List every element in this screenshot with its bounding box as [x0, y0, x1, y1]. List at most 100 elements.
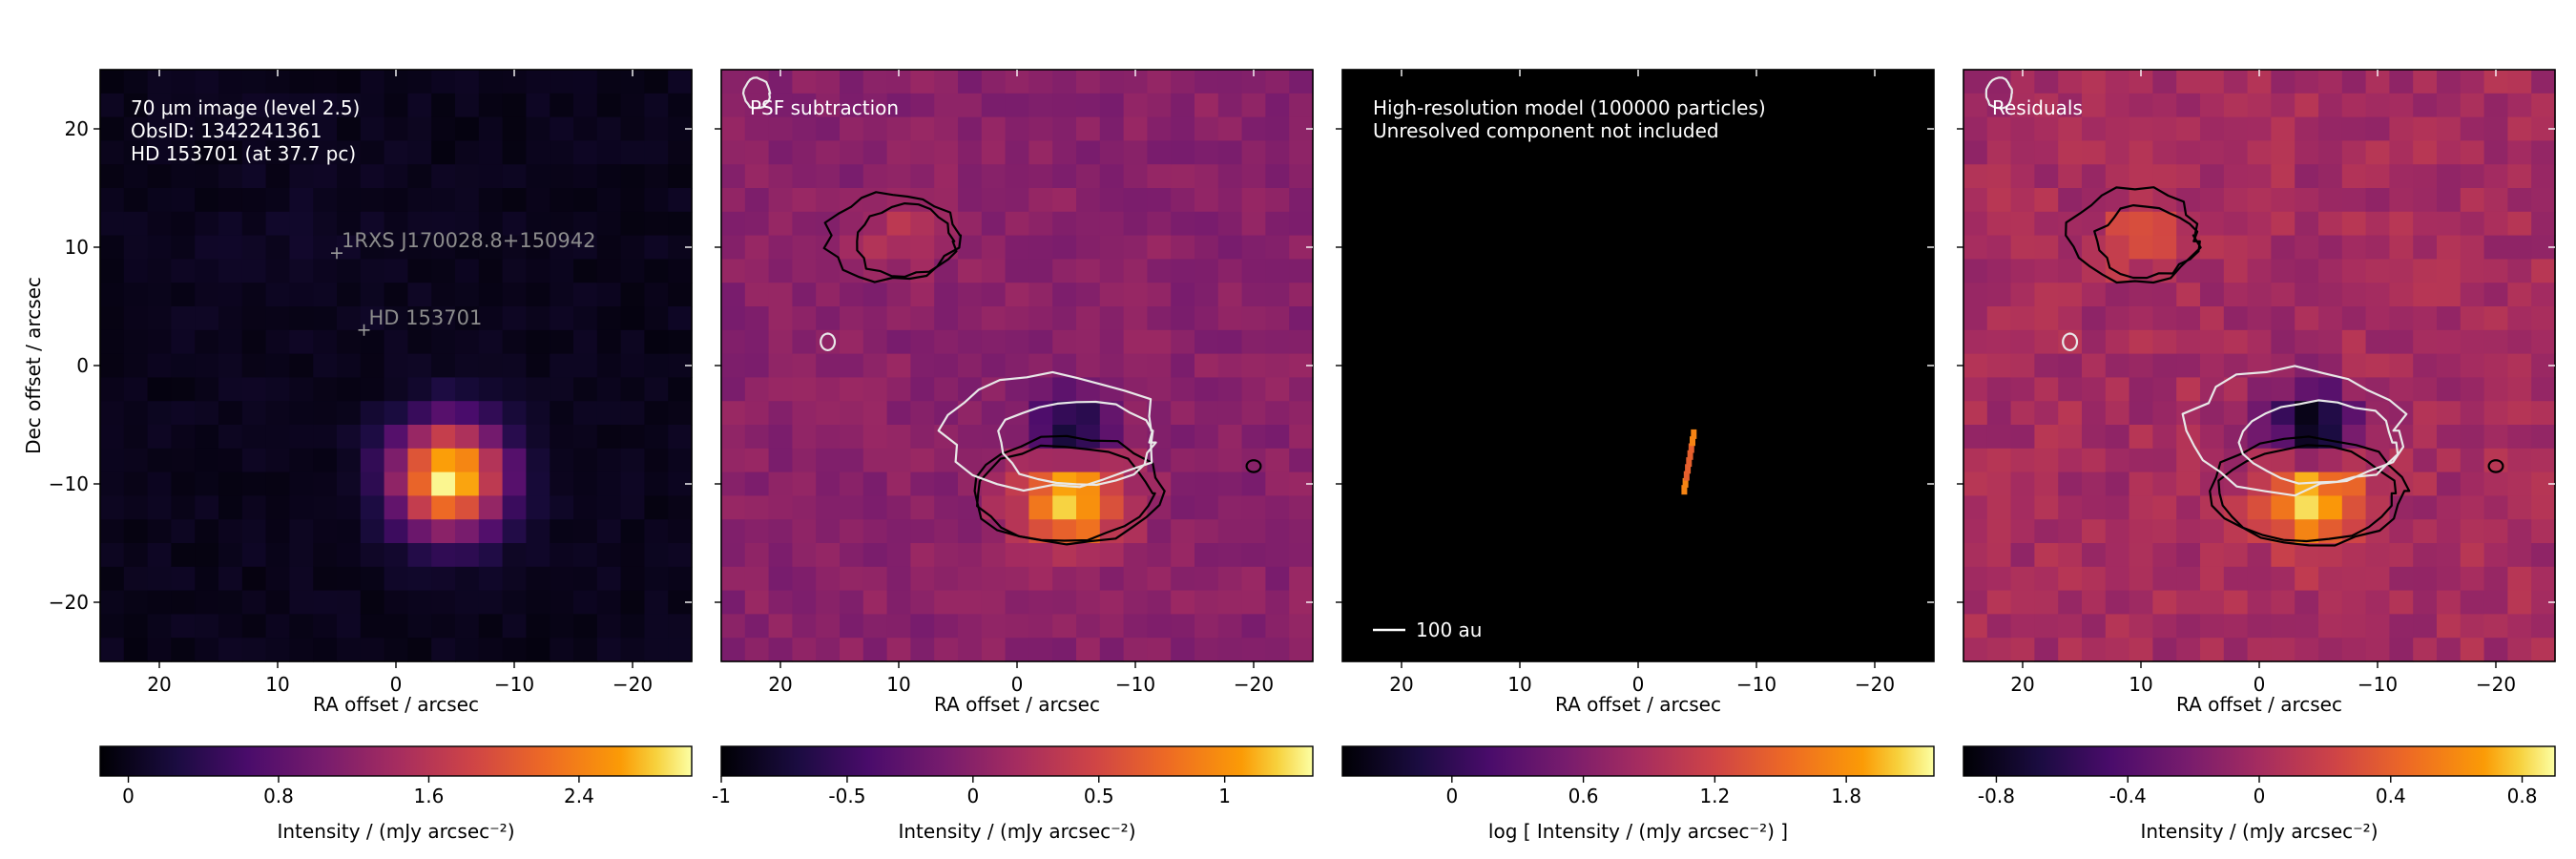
image-pixel — [1195, 425, 1219, 450]
image-pixel — [1963, 377, 1988, 402]
image-pixel — [1217, 188, 1243, 213]
image-pixel — [2413, 353, 2438, 378]
image-pixel — [337, 93, 362, 118]
image-pixel — [1076, 116, 1101, 141]
image-pixel — [1099, 235, 1125, 260]
image-pixel — [218, 401, 243, 426]
image-pixel — [550, 140, 574, 165]
image-pixel — [123, 116, 149, 141]
image-pixel — [2341, 211, 2367, 237]
image-pixel — [1963, 401, 1988, 426]
image-pixel — [265, 164, 290, 189]
image-pixel — [2413, 70, 2438, 94]
image-pixel — [668, 377, 693, 402]
image-pixel — [265, 425, 290, 450]
image-pixel — [195, 283, 219, 307]
image-pixel — [1963, 519, 1988, 544]
image-pixel — [2295, 93, 2319, 118]
image-pixel — [981, 164, 1007, 189]
contour-negative — [937, 370, 1154, 492]
image-pixel — [550, 425, 574, 450]
image-pixel — [2247, 93, 2272, 118]
image-pixel — [123, 590, 149, 615]
image-pixel — [289, 140, 314, 165]
image-pixel — [573, 116, 598, 141]
image-pixel — [1076, 353, 1101, 378]
image-pixel — [1076, 590, 1101, 615]
image-pixel — [2034, 377, 2059, 402]
image-pixel — [744, 235, 770, 260]
image-pixel — [2034, 140, 2059, 165]
image-pixel — [360, 401, 385, 426]
image-pixel — [384, 401, 408, 426]
image-pixel — [2437, 140, 2462, 165]
image-pixel — [668, 283, 693, 307]
image-pixel — [1986, 259, 2012, 283]
image-pixel — [2365, 638, 2390, 662]
image-pixel — [241, 259, 267, 283]
image-pixel — [2010, 93, 2035, 118]
image-pixel — [1265, 70, 1290, 94]
image-pixel — [2034, 471, 2059, 496]
image-pixel — [526, 93, 551, 118]
image-pixel — [1052, 448, 1077, 473]
image-pixel — [2531, 283, 2556, 307]
image-pixel — [2129, 425, 2153, 450]
y-tick-label: 20 — [65, 117, 89, 140]
image-pixel — [1099, 93, 1125, 118]
image-pixel — [958, 353, 983, 378]
image-pixel — [2082, 543, 2107, 568]
image-pixel — [455, 164, 480, 189]
image-pixel — [573, 638, 598, 662]
image-pixel — [100, 566, 125, 592]
image-pixel — [2058, 590, 2083, 615]
colorbar-tick-label: -0.8 — [1978, 785, 2015, 807]
image-pixel — [2034, 401, 2059, 426]
image-pixel — [2507, 188, 2532, 213]
image-pixel — [407, 543, 432, 568]
image-pixel — [1005, 566, 1029, 592]
image-pixel — [721, 495, 746, 520]
image-pixel — [596, 590, 622, 615]
image-pixel — [1147, 259, 1172, 283]
image-pixel — [100, 164, 125, 189]
image-pixel — [2034, 283, 2059, 307]
image-pixel — [360, 519, 385, 544]
image-pixel — [1241, 329, 1266, 355]
image-pixel — [1171, 235, 1195, 260]
image-pixel — [289, 283, 314, 307]
image-pixel — [1099, 353, 1125, 378]
image-pixel — [744, 519, 770, 544]
image-pixel — [195, 116, 219, 141]
image-pixel — [455, 425, 480, 450]
image-pixel — [123, 638, 149, 662]
image-pixel — [313, 70, 338, 94]
image-pixel — [2105, 471, 2130, 496]
image-pixel — [1028, 495, 1053, 520]
image-pixel — [1147, 590, 1172, 615]
image-pixel — [2105, 306, 2130, 331]
image-pixel — [573, 614, 598, 639]
image-pixel — [431, 140, 456, 165]
image-pixel — [1123, 235, 1148, 260]
image-pixel — [147, 164, 172, 189]
image-pixel — [1241, 519, 1266, 544]
image-pixel — [100, 614, 125, 639]
image-pixel — [1963, 638, 1988, 662]
image-pixel — [2082, 425, 2107, 450]
image-pixel — [668, 211, 693, 237]
image-pixel — [2318, 188, 2343, 213]
image-pixel — [478, 377, 504, 402]
image-pixel — [147, 283, 172, 307]
image-pixel — [2341, 70, 2367, 94]
image-pixel — [1217, 543, 1243, 568]
image-pixel — [2129, 471, 2153, 496]
image-pixel — [2223, 614, 2249, 639]
image-pixel — [1963, 566, 1988, 592]
image-pixel — [1986, 235, 2012, 260]
image-pixel — [337, 566, 362, 592]
image-pixel — [1289, 401, 1314, 426]
image-pixel — [2389, 116, 2414, 141]
image-pixel — [2200, 519, 2225, 544]
image-pixel — [289, 638, 314, 662]
